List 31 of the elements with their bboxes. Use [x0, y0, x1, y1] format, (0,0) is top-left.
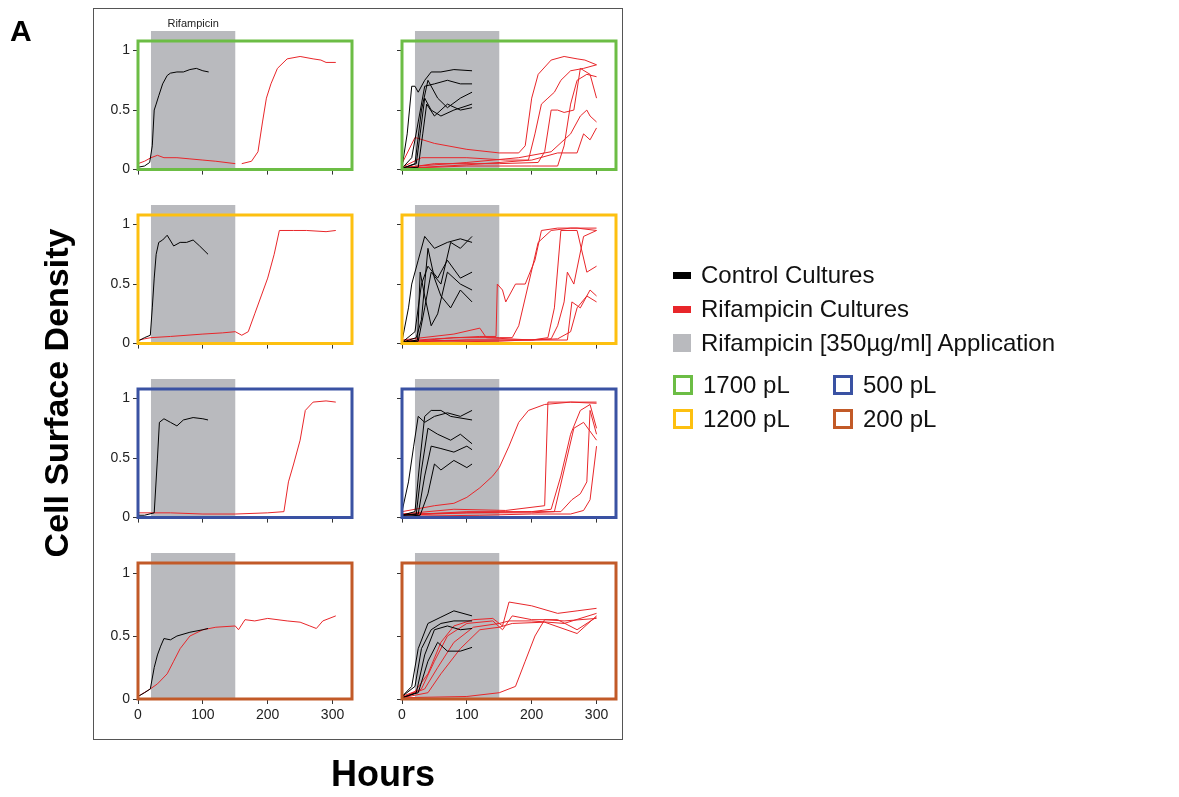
legend-label: 1200 pL — [703, 404, 790, 434]
y-tick-label: 0 — [122, 689, 131, 706]
y-tick-label: 1 — [122, 563, 131, 580]
x-tick-label: 300 — [320, 706, 345, 723]
y-tick-label: 1 — [122, 215, 131, 232]
text: A — [10, 14, 32, 48]
legend-label: Rifampicin [350µg/ml] Application — [701, 328, 1055, 358]
x-tick-label: 300 — [584, 706, 609, 723]
legend-label: 200 pL — [863, 404, 937, 434]
y-tick-label: 0.5 — [110, 626, 131, 643]
x-tick-label: 200 — [256, 706, 280, 723]
x-tick-label: 100 — [455, 706, 479, 723]
y-tick-label: 0 — [122, 508, 131, 525]
text: Cell Surface Density — [36, 228, 76, 558]
band-label: Rifampicin — [167, 16, 219, 29]
x-tick-label: 0 — [134, 706, 143, 723]
legend-label: Rifampicin Cultures — [701, 294, 910, 324]
legend-label: Control Cultures — [701, 260, 875, 290]
legend-label: 500 pL — [863, 370, 937, 400]
x-tick-label: 200 — [520, 706, 544, 723]
y-tick-label: 1 — [122, 389, 131, 406]
x-tick-label: 0 — [398, 706, 407, 723]
y-tick-label: 1 — [122, 41, 131, 58]
y-tick-label: 0 — [122, 160, 131, 177]
text: Hours — [330, 753, 436, 795]
legend-label: 1700 pL — [703, 370, 790, 400]
x-tick-label: 100 — [191, 706, 215, 723]
y-tick-label: 0.5 — [110, 448, 131, 465]
y-tick-label: 0.5 — [110, 100, 131, 117]
y-tick-label: 0 — [122, 334, 131, 351]
y-tick-label: 0.5 — [110, 274, 131, 291]
